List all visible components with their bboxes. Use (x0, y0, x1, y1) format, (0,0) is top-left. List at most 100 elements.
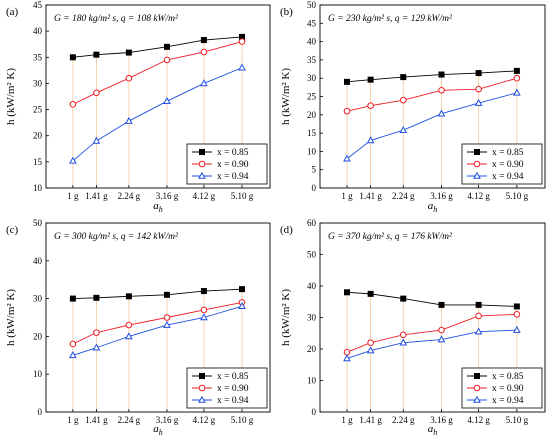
data-point-s090 (343, 348, 351, 356)
series-line-s094 (72, 305, 243, 356)
data-point-s085 (513, 67, 520, 74)
y-tick-label: 15 (307, 128, 317, 138)
chart-panel: 0 5 10 15 20 25 30 35 40 45 50 1 g 1.41 g 2.24 g 3.16 … (280, 0, 546, 214)
data-point-s094 (343, 154, 351, 162)
panel-label: (c) (6, 224, 19, 236)
y-tick-label: 40 (33, 26, 43, 36)
x-axis-label: ah (153, 423, 163, 437)
data-point-s094 (474, 327, 483, 335)
series-line-s085 (346, 291, 517, 307)
legend-label: x = 0.85 (217, 372, 249, 382)
y-tick-label: 0 (312, 407, 317, 417)
panel-condition: G = 230 kg/m² s, q = 129 kW/m² (328, 14, 452, 24)
legend-marker (473, 384, 481, 392)
legend-marker (473, 372, 480, 379)
y-tick-label: 50 (33, 218, 43, 228)
y-tick-label: 20 (33, 331, 43, 341)
legend-marker (198, 372, 205, 379)
y-tick-label: 25 (33, 105, 43, 115)
data-point-s090 (399, 96, 407, 104)
legend-label: x = 0.94 (217, 396, 249, 406)
data-point-s094 (92, 343, 101, 351)
plot-frame (45, 4, 271, 189)
y-tick-label: 30 (307, 313, 317, 323)
data-point-s085 (438, 301, 445, 308)
data-point-s094 (200, 79, 208, 87)
data-point-s090 (513, 311, 521, 318)
data-point-s090 (367, 102, 374, 109)
data-point-s094 (437, 109, 446, 117)
data-point-s085 (400, 74, 407, 81)
y-tick-label: 15 (33, 157, 43, 167)
chart-panel: 0 10 20 30 40 50 1 g 1.41 g 2.24 g 3.16 g 4.12 g 5.… (5, 218, 271, 437)
y-tick-label: 10 (33, 369, 43, 379)
data-point-s090 (125, 74, 133, 82)
data-point-s085 (438, 71, 445, 78)
plot-frame (45, 222, 271, 413)
data-point-s090 (238, 38, 246, 45)
data-point-s094 (200, 313, 208, 321)
data-point-s094 (513, 88, 521, 96)
data-point-s085 (343, 78, 350, 85)
legend-marker (198, 384, 206, 392)
y-tick-label: 45 (307, 18, 317, 28)
x-tick-label: 2.24 g (118, 415, 141, 425)
y-tick-label: 35 (33, 52, 43, 62)
y-tick-label: 30 (307, 73, 317, 83)
data-point-s094 (343, 354, 351, 362)
y-tick-label: 20 (307, 344, 317, 354)
data-point-s094 (238, 63, 246, 71)
y-tick-label: 10 (307, 146, 317, 156)
legend-label: x = 0.94 (492, 172, 524, 182)
x-tick-label: 1 g (67, 191, 79, 201)
data-point-s094 (437, 335, 446, 343)
data-point-s094 (92, 136, 101, 144)
data-point-s085 (200, 37, 207, 44)
data-point-s090 (343, 107, 351, 115)
x-tick-label: 1.41 g (359, 415, 382, 425)
data-point-s085 (93, 294, 100, 301)
y-tick-label: 50 (307, 0, 317, 10)
panel-label: (d) (280, 224, 293, 236)
panel-label: (a) (6, 6, 19, 18)
y-tick-label: 20 (307, 110, 317, 120)
y-tick-label: 40 (307, 281, 317, 291)
y-tick-label: 45 (33, 0, 43, 10)
x-tick-label: 1.41 g (85, 415, 108, 425)
x-tick-label: 5.10 g (231, 191, 254, 201)
x-tick-label: 5.10 g (506, 191, 529, 201)
legend-label: x = 0.94 (492, 396, 524, 406)
series-line-s094 (346, 92, 517, 160)
x-tick-label: 5.10 g (231, 415, 254, 425)
series-line-s085 (346, 70, 517, 83)
data-point-s094 (69, 351, 77, 359)
data-point-s085 (367, 290, 374, 297)
series-line-s090 (72, 41, 243, 105)
data-point-s090 (200, 48, 208, 56)
y-tick-label: 10 (33, 183, 43, 193)
y-axis-label: h (kW/m² K) (280, 289, 292, 346)
data-point-s094 (366, 346, 375, 354)
data-point-s085 (400, 295, 407, 302)
data-point-s090 (475, 312, 482, 320)
data-point-s085 (69, 295, 76, 302)
series-line-s090 (72, 301, 243, 345)
legend-marker (473, 148, 480, 155)
chart-panel: 10 15 20 25 30 35 40 45 1 g 1.41 g 2.24 g 3.16 g 4.1… (5, 0, 271, 214)
y-axis-label: h (kW/m² K) (280, 68, 292, 125)
data-point-s085 (513, 303, 520, 310)
legend-marker (198, 160, 206, 168)
x-tick-label: 4.12 g (193, 191, 216, 201)
data-point-s090 (125, 321, 133, 329)
series-line-s085 (72, 36, 243, 58)
data-point-s094 (474, 98, 483, 106)
panel-condition: G = 300 kg/m² s, q = 142 kW/m² (54, 232, 178, 242)
chart-panel: 0 10 20 30 40 50 60 1 g 1.41 g 2.24 g 3.16 g 4.12 g… (280, 218, 546, 437)
series-line-s090 (346, 313, 517, 353)
data-point-s090 (367, 339, 374, 347)
data-point-s085 (69, 54, 76, 61)
data-point-s090 (200, 306, 208, 314)
y-axis-label: h (kW/m² K) (5, 289, 17, 346)
x-tick-label: 3.16 g (156, 191, 179, 201)
